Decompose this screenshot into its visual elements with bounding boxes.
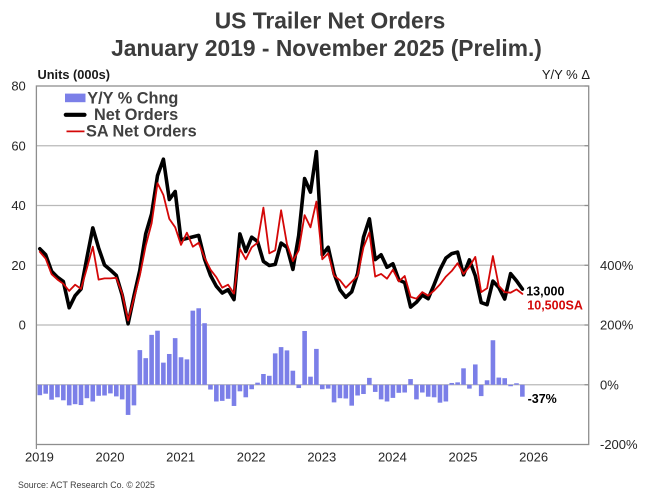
svg-text:400%: 400% <box>600 258 634 273</box>
svg-text:January 2019 - November 2025 (: January 2019 - November 2025 (Prelim.) <box>111 35 542 61</box>
svg-text:-200%: -200% <box>600 437 638 452</box>
svg-text:60: 60 <box>11 138 25 153</box>
svg-text:2022: 2022 <box>237 450 266 465</box>
svg-text:10,500SA: 10,500SA <box>527 299 583 313</box>
svg-text:Net Orders: Net Orders <box>94 106 178 124</box>
svg-text:2021: 2021 <box>166 450 195 465</box>
svg-text:13,000: 13,000 <box>526 285 564 299</box>
svg-text:SA Net Orders: SA Net Orders <box>86 123 197 141</box>
svg-text:0%: 0% <box>600 377 619 392</box>
svg-text:2026: 2026 <box>519 450 548 465</box>
svg-text:200%: 200% <box>600 318 634 333</box>
svg-text:80: 80 <box>11 79 25 94</box>
svg-text:2024: 2024 <box>378 450 407 465</box>
svg-text:Y/Y % Chng: Y/Y % Chng <box>87 89 178 107</box>
svg-text:-37%: -37% <box>528 392 557 406</box>
svg-text:40: 40 <box>11 198 25 213</box>
svg-text:2020: 2020 <box>96 450 125 465</box>
svg-text:20: 20 <box>11 258 25 273</box>
svg-text:Units (000s): Units (000s) <box>38 67 111 82</box>
svg-text:2025: 2025 <box>449 450 478 465</box>
svg-text:2019: 2019 <box>25 450 54 465</box>
svg-text:0: 0 <box>19 318 26 333</box>
svg-text:US Trailer Net Orders: US Trailer Net Orders <box>215 8 446 34</box>
svg-text:Y/Y % Δ: Y/Y % Δ <box>542 67 591 82</box>
svg-text:Source: ACT Research Co. © 202: Source: ACT Research Co. © 2025 <box>18 480 155 490</box>
svg-text:2023: 2023 <box>307 450 336 465</box>
